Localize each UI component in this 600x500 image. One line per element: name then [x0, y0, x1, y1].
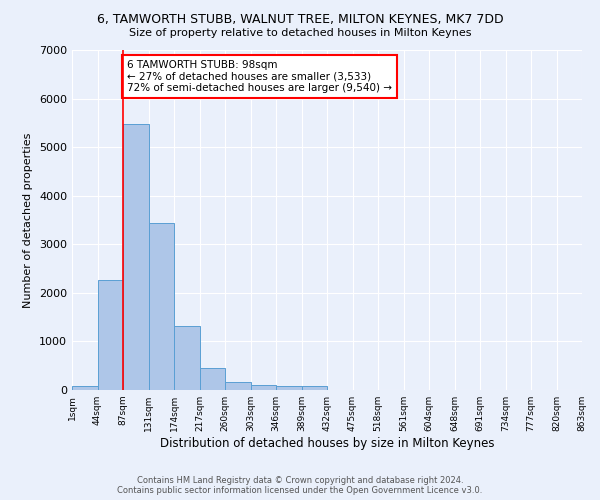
Text: 6 TAMWORTH STUBB: 98sqm
← 27% of detached houses are smaller (3,533)
72% of semi: 6 TAMWORTH STUBB: 98sqm ← 27% of detache…: [127, 60, 392, 93]
X-axis label: Distribution of detached houses by size in Milton Keynes: Distribution of detached houses by size …: [160, 437, 494, 450]
Text: 6, TAMWORTH STUBB, WALNUT TREE, MILTON KEYNES, MK7 7DD: 6, TAMWORTH STUBB, WALNUT TREE, MILTON K…: [97, 12, 503, 26]
Bar: [97, 280, 123, 390]
Bar: [225, 382, 251, 390]
Bar: [72, 386, 97, 390]
Bar: [123, 124, 149, 390]
Bar: [302, 386, 327, 390]
Bar: [174, 326, 199, 390]
Bar: [149, 223, 174, 390]
Bar: [199, 368, 225, 390]
Text: Contains HM Land Registry data © Crown copyright and database right 2024.
Contai: Contains HM Land Registry data © Crown c…: [118, 476, 482, 495]
Bar: [276, 386, 302, 390]
Bar: [251, 385, 276, 390]
Y-axis label: Number of detached properties: Number of detached properties: [23, 132, 34, 308]
Text: Size of property relative to detached houses in Milton Keynes: Size of property relative to detached ho…: [129, 28, 471, 38]
